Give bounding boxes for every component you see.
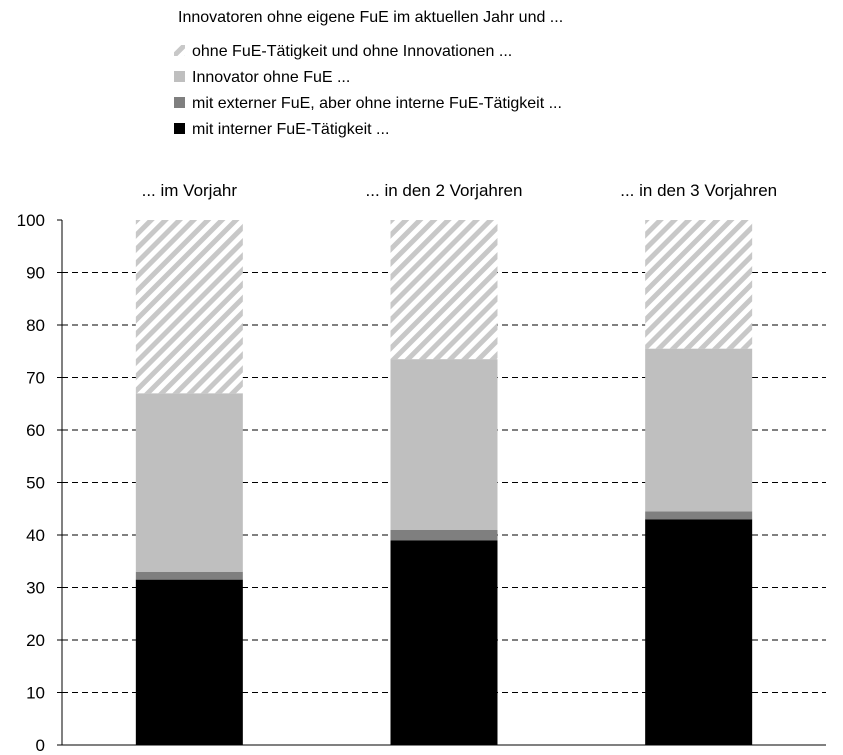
bar-1-mit-externer-fue-aber-ohne-interne-fue-tätigkeit [135, 571, 243, 580]
bar-1-ohne-fue-tätigkeit-und-ohne-innovationen [135, 220, 243, 394]
bar-2-ohne-fue-tätigkeit-und-ohne-innovationen [390, 220, 498, 360]
y-tick-label-50: 50 [26, 474, 45, 493]
bar-3-mit-interner-fue-tätigkeit [645, 519, 753, 745]
category-labels: ... im Vorjahr ... in den 2 Vorjahren ... … [142, 181, 777, 200]
bar-3-ohne-fue-tätigkeit-und-ohne-innovationen [645, 220, 753, 349]
legend-label-4: mit interner FuE-Tätigkeit ... [192, 121, 389, 138]
y-tick-label-80: 80 [26, 316, 45, 335]
y-tick-label-30: 30 [26, 579, 45, 598]
y-axis-ticks: 0 10 20 30 40 50 60 70 80 90 100 [17, 211, 62, 755]
legend-swatch-4 [174, 123, 185, 134]
legend-label-1: ohne FuE-Tätigkeit und ohne Innovationen… [192, 43, 512, 60]
bar-1-mit-interner-fue-tätigkeit [135, 579, 243, 745]
category-label-2: ... in den 2 Vorjahren [366, 181, 523, 200]
y-tick-label-60: 60 [26, 421, 45, 440]
bar-2-innovator-ohne-fue [390, 359, 498, 530]
y-tick-label-0: 0 [36, 736, 45, 755]
y-tick-label-90: 90 [26, 264, 45, 283]
category-label-1: ... im Vorjahr [142, 181, 238, 200]
legend-title: Innovatoren ohne eigene FuE im aktuellen… [178, 9, 563, 26]
bars [135, 220, 753, 745]
legend-label-2: Innovator ohne FuE ... [192, 69, 350, 86]
y-tick-label-70: 70 [26, 369, 45, 388]
bar-2-mit-externer-fue-aber-ohne-interne-fue-tätigkeit [390, 529, 498, 541]
legend-label-3: mit externer FuE, aber ohne interne FuE-… [192, 95, 562, 112]
legend-swatch-2 [174, 71, 185, 82]
category-label-3: ... in den 3 Vorjahren [620, 181, 777, 200]
legend-swatch-1 [174, 45, 185, 56]
y-tick-label-100: 100 [17, 211, 45, 230]
legend-swatch-3 [174, 97, 185, 108]
bar-3-innovator-ohne-fue [645, 348, 753, 512]
y-tick-label-20: 20 [26, 631, 45, 650]
y-tick-label-10: 10 [26, 684, 45, 703]
bar-3-mit-externer-fue-aber-ohne-interne-fue-tätigkeit [645, 511, 753, 520]
bar-2-mit-interner-fue-tätigkeit [390, 540, 498, 745]
bar-1-innovator-ohne-fue [135, 393, 243, 572]
legend: Innovatoren ohne eigene FuE im aktuellen… [174, 9, 563, 138]
y-tick-label-40: 40 [26, 526, 45, 545]
